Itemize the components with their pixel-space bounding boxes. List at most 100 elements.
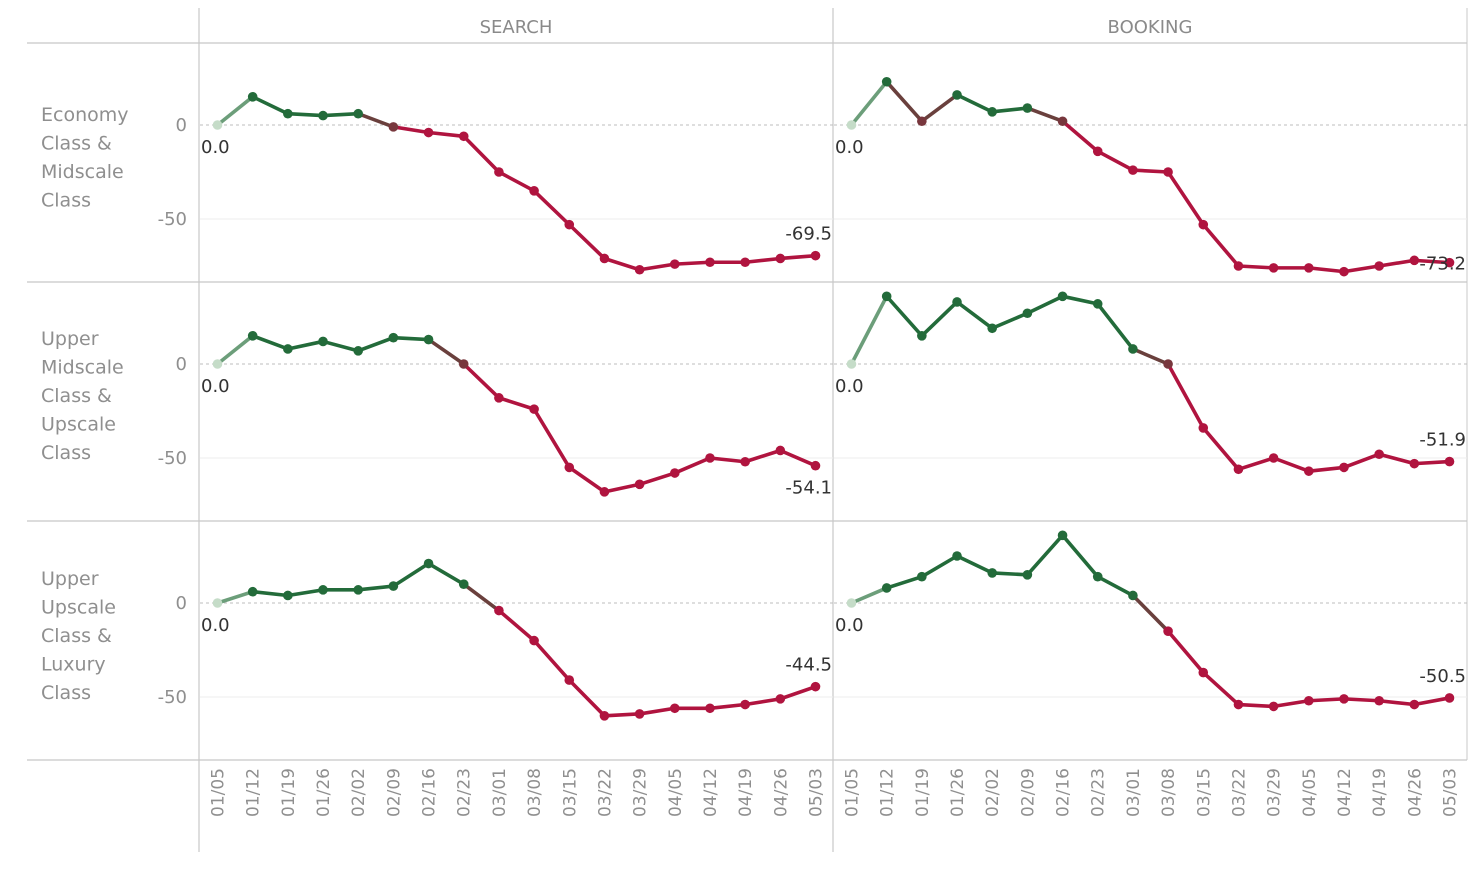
x-tick-label: 02/16	[1054, 768, 1074, 817]
data-point	[1374, 261, 1384, 271]
data-point	[388, 332, 399, 343]
series-line-segment	[1412, 459, 1452, 466]
x-tick-label: 01/26	[948, 768, 968, 817]
data-point	[529, 186, 539, 196]
series-line-segment	[955, 300, 995, 331]
series-line-segment	[955, 93, 995, 114]
row-label-line: Class &	[41, 133, 112, 155]
series-line-segment	[1236, 702, 1276, 709]
series-line-segment	[1095, 149, 1135, 172]
start-data-label: 0.0	[835, 615, 864, 636]
series-line-segment	[920, 93, 959, 124]
series-line-segment	[356, 335, 396, 353]
data-point	[1303, 695, 1314, 706]
series-line-segment	[743, 697, 783, 707]
x-tick-label: 02/09	[384, 768, 404, 817]
series-line-segment	[672, 260, 712, 266]
series-line-segment	[955, 554, 995, 575]
series-line-segment	[708, 702, 747, 711]
end-data-label: -54.1	[785, 478, 832, 499]
series-line-segment	[1166, 629, 1206, 675]
data-point	[952, 551, 962, 561]
data-point	[599, 487, 610, 497]
row-label-line: Upscale	[41, 597, 116, 619]
series-line-segment	[215, 333, 255, 366]
data-point	[458, 579, 469, 589]
series-line-segment	[1025, 106, 1065, 124]
series-line-segment	[920, 300, 959, 338]
series-line-segment	[1306, 697, 1346, 703]
data-point	[247, 92, 258, 102]
x-tick-label: 02/09	[1018, 768, 1038, 817]
x-tick-label: 01/19	[279, 768, 299, 817]
series-line-segment	[1271, 456, 1311, 473]
data-point	[1233, 261, 1244, 271]
series-line-segment	[1060, 294, 1100, 306]
x-tick-label: 05/03	[807, 768, 827, 817]
series-line-segment	[215, 95, 255, 127]
series-line-segment	[778, 253, 818, 261]
x-tick-label: 02/02	[983, 768, 1003, 817]
series-line-segment	[1271, 698, 1311, 709]
data-point	[669, 259, 680, 269]
data-point	[1163, 167, 1173, 177]
column-header-search: SEARCH	[480, 17, 553, 38]
data-point	[917, 331, 927, 341]
series-line-segment	[884, 79, 924, 124]
data-point	[353, 585, 364, 595]
start-data-label: 0.0	[201, 376, 230, 397]
x-tick-label: 04/19	[1370, 768, 1390, 817]
panel-search: 0.0 -69.5	[200, 92, 833, 275]
series-line-segment	[532, 189, 572, 227]
data-point	[458, 131, 469, 142]
series-line-segment	[461, 134, 501, 174]
series-line-segment	[1201, 426, 1241, 472]
series-line-segment	[1166, 170, 1206, 227]
x-tick-label: 04/05	[666, 768, 686, 817]
data-point	[1198, 219, 1209, 230]
x-tick-label: 04/26	[771, 768, 791, 817]
series-line-segment	[884, 294, 924, 338]
data-point	[634, 264, 645, 275]
series-line-segment	[849, 586, 889, 605]
x-tick-label: 03/29	[1265, 768, 1285, 817]
x-tick-label: 01/05	[209, 768, 229, 817]
series-line-segment	[1095, 574, 1135, 598]
series-line-segment	[743, 448, 783, 464]
series-line-segment	[532, 638, 572, 682]
data-point	[423, 127, 434, 138]
x-tick-label: 04/05	[1300, 768, 1320, 817]
start-data-label: 0.0	[835, 137, 864, 158]
data-point	[529, 635, 539, 646]
data-point	[494, 605, 504, 616]
data-point	[564, 219, 575, 230]
series-line-segment	[426, 130, 466, 139]
series-line-segment	[532, 407, 572, 470]
x-tick-label: 04/12	[701, 768, 721, 817]
y-tick-label: 0	[176, 354, 187, 375]
data-point	[881, 583, 892, 593]
series-line-segment	[1377, 258, 1417, 268]
data-point	[388, 122, 399, 132]
series-line-segment	[461, 362, 501, 400]
x-tick-label: 01/12	[244, 768, 264, 817]
data-point	[1233, 464, 1244, 475]
data-point	[1303, 466, 1314, 476]
series-line-segment	[1131, 347, 1170, 366]
data-point	[1128, 344, 1138, 354]
x-tick-label: 03/01	[490, 768, 510, 817]
data-point	[247, 586, 258, 597]
data-point	[1163, 626, 1173, 636]
row-label-line: Class	[41, 442, 91, 464]
series-line-segment	[321, 339, 361, 353]
data-point	[283, 344, 293, 354]
x-tick-label: 01/26	[314, 768, 334, 817]
data-point	[1057, 116, 1068, 127]
series-line-segment	[672, 456, 712, 475]
data-point	[1444, 456, 1455, 467]
row-label-line: Class &	[41, 385, 112, 407]
data-point	[846, 359, 857, 369]
data-point	[1339, 266, 1349, 277]
row-labels: Economy Class & Midscale Class 0 -50 Upper Mids…	[41, 104, 187, 708]
